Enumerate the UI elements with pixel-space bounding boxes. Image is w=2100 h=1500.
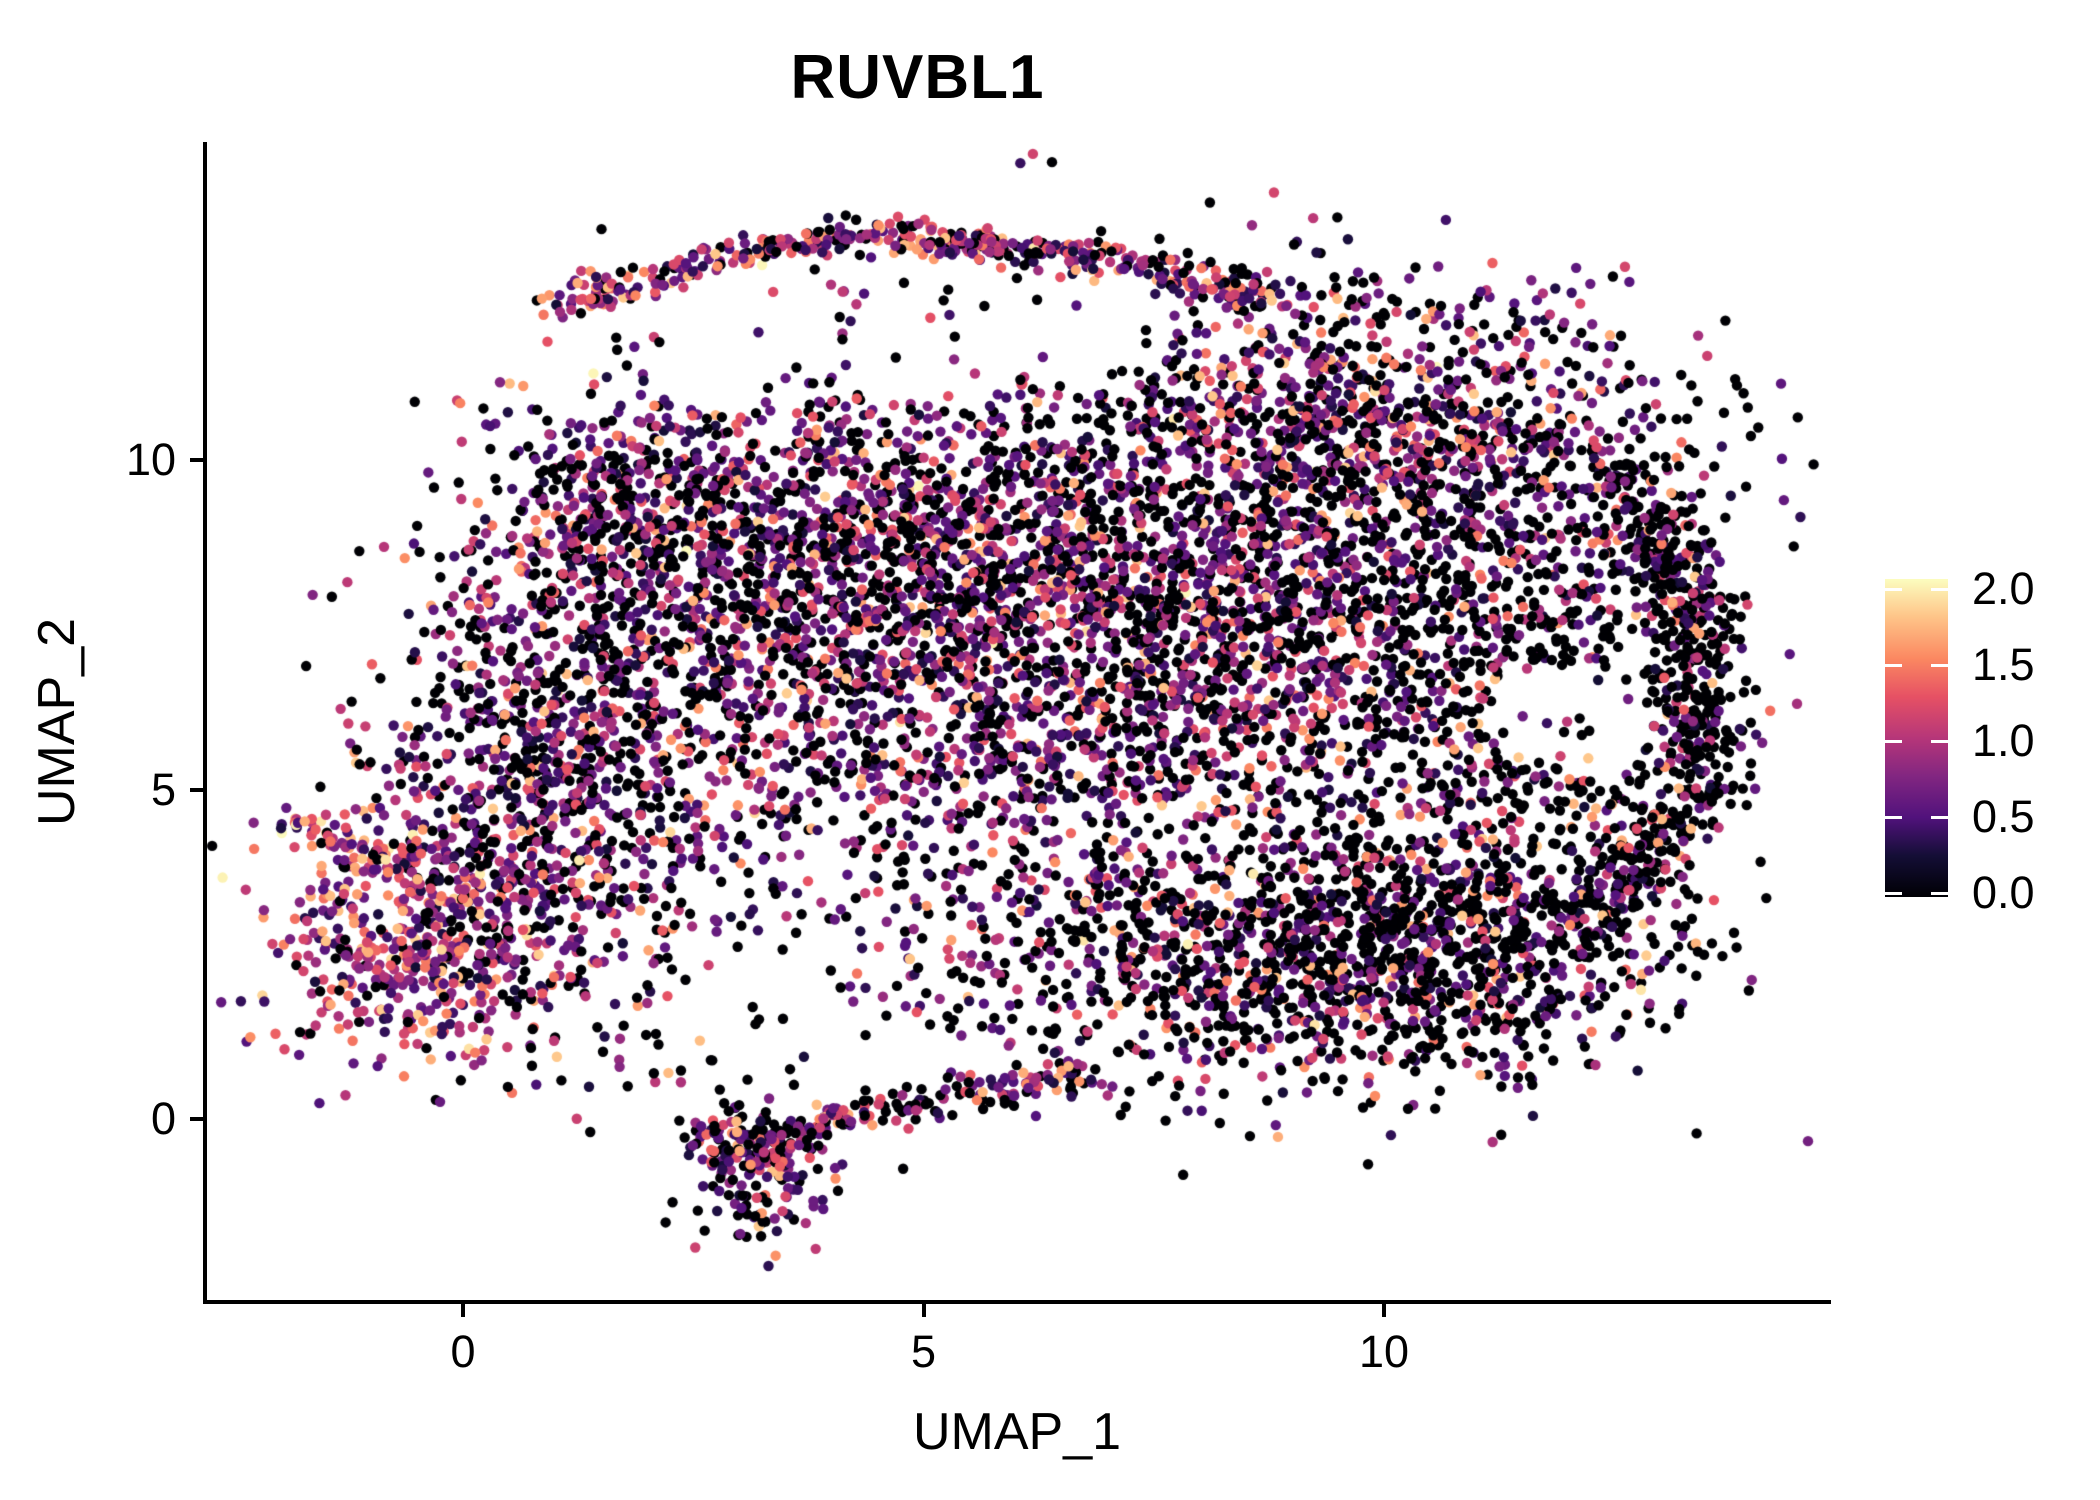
y-tick-label: 5 <box>150 763 176 815</box>
colorbar-tick-label: 2.0 <box>1972 563 2035 614</box>
colorbar-tick <box>1885 815 1902 819</box>
chart-title: RUVBL1 <box>790 43 1045 112</box>
y-tick-mark <box>190 787 203 792</box>
x-tick-label: 10 <box>1358 1326 1410 1377</box>
y-axis-line <box>203 142 207 1304</box>
colorbar-gradient <box>1885 579 1948 897</box>
x-tick-label: 5 <box>910 1326 937 1377</box>
colorbar-tick <box>1931 663 1948 667</box>
y-tick-mark <box>190 458 203 462</box>
colorbar-tick-label: 0.0 <box>1972 867 2035 918</box>
colorbar-tick-label: 1.5 <box>1972 639 2035 690</box>
colorbar-tick-label: 0.5 <box>1972 791 2035 842</box>
colorbar-tick <box>1931 739 1948 743</box>
x-tick-label: 0 <box>450 1326 476 1377</box>
x-tick-mark <box>921 1304 926 1317</box>
x-tick-mark <box>461 1304 465 1317</box>
colorbar-tick <box>1931 815 1948 819</box>
colorbar-tick <box>1931 587 1948 591</box>
colorbar-tick-label: 1.0 <box>1972 715 2035 766</box>
colorbar-tick <box>1885 663 1902 667</box>
colorbar-tick <box>1885 739 1902 743</box>
y-tick-label: 0 <box>150 1093 176 1144</box>
colorbar-tick <box>1885 891 1902 895</box>
y-tick-mark <box>190 1117 203 1121</box>
colorbar-tick <box>1885 587 1902 591</box>
colorbar-tick <box>1931 891 1948 895</box>
x-tick-mark <box>1382 1304 1386 1317</box>
x-axis-line <box>203 1300 1831 1304</box>
x-axis-title: UMAP_1 <box>912 1403 1122 1461</box>
y-tick-label: 10 <box>125 434 176 485</box>
